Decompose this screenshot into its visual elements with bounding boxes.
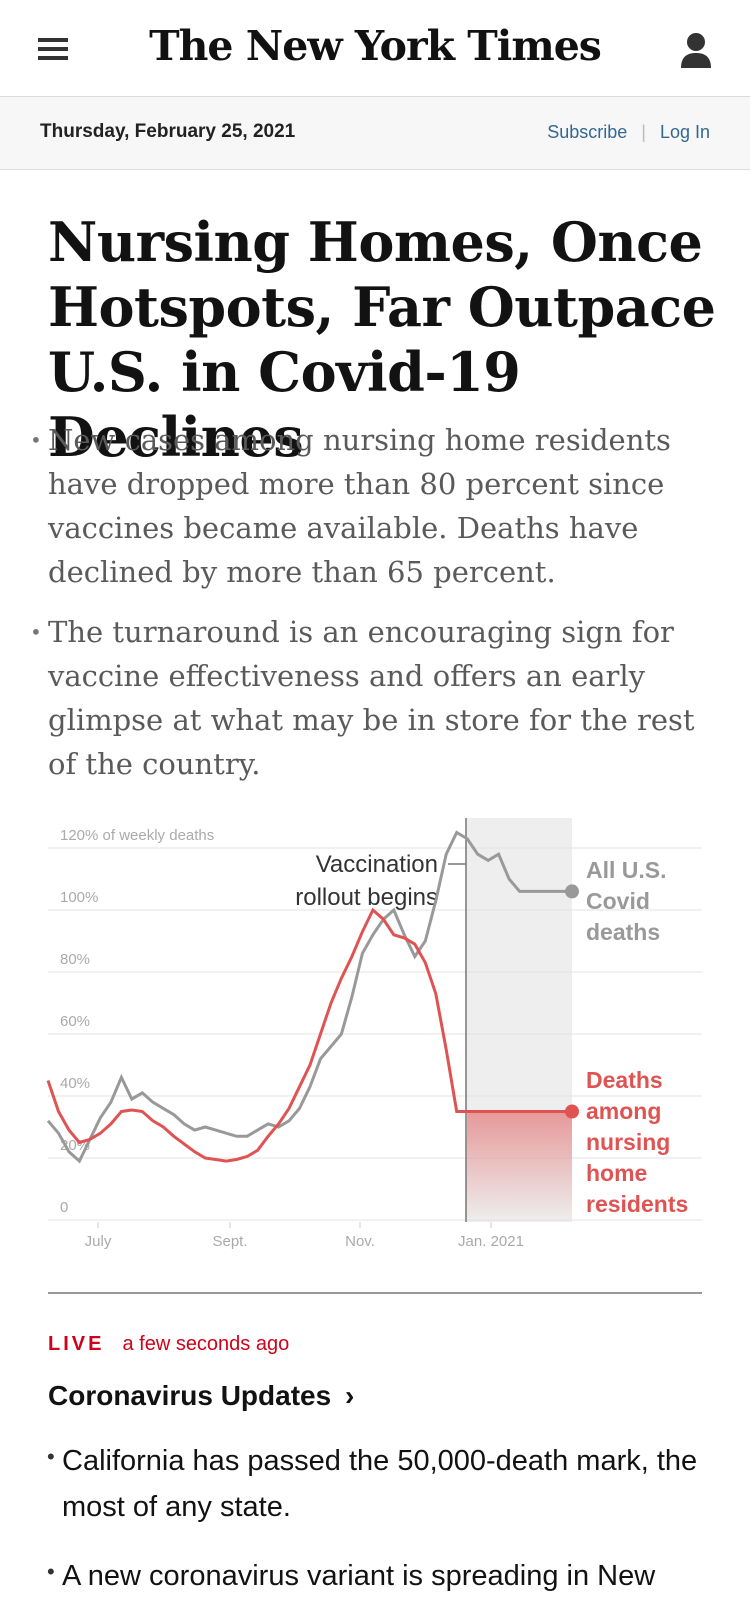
update-text: California has passed the 50,000-death m… xyxy=(62,1445,698,1523)
series-label-line: All U.S. xyxy=(586,857,667,883)
bullet-dot: • xyxy=(47,1444,55,1469)
series-end-dot-all-us xyxy=(565,884,579,899)
date-bar: Thursday, February 25, 2021 Subscribe | Lo… xyxy=(0,97,750,170)
summary-text: New cases among nursing home residents h… xyxy=(48,423,671,589)
series-label-nursing-homes: Deaths among nursing home residents xyxy=(586,1067,688,1217)
series-line-all-us xyxy=(46,830,572,1164)
y-tick-label: 60% xyxy=(60,1013,90,1030)
account-icon[interactable] xyxy=(680,32,712,68)
chevron-right-icon: › xyxy=(344,1380,355,1411)
summary-text: The turnaround is an encouraging sign fo… xyxy=(48,615,695,781)
bullet-dot: • xyxy=(47,1559,55,1584)
y-tick-label: 40% xyxy=(60,1075,90,1092)
update-item-2[interactable]: • A new coronavirus variant is spreading… xyxy=(47,1553,712,1599)
annotation-line-2: rollout begins xyxy=(295,884,438,911)
menu-icon[interactable] xyxy=(38,38,68,60)
article-headline[interactable]: Nursing Homes, Once Hotspots, Far Outpac… xyxy=(48,210,716,469)
series-end-dot-nursing-homes xyxy=(565,1104,579,1119)
bullet-dot: • xyxy=(30,620,42,644)
series-label-line: nursing xyxy=(586,1129,670,1155)
decline-gap-fill xyxy=(466,1111,572,1222)
masthead: The New York Times xyxy=(0,0,750,97)
annotation-line-1: Vaccination xyxy=(316,851,438,878)
series-label-all-us: All U.S. Covid deaths xyxy=(586,857,667,945)
x-tick-label: July xyxy=(85,1233,112,1250)
x-tick-label: Nov. xyxy=(345,1233,375,1250)
bullet-dot: • xyxy=(30,428,42,452)
site-logo[interactable]: The New York Times xyxy=(149,22,602,70)
live-status: LIVE a few seconds ago xyxy=(48,1333,289,1356)
current-date: Thursday, February 25, 2021 xyxy=(40,121,296,142)
section-divider xyxy=(48,1292,702,1294)
updates-title-text: Coronavirus Updates xyxy=(48,1380,332,1411)
live-timestamp: a few seconds ago xyxy=(122,1333,290,1355)
summary-bullet-2: • The turnaround is an encouraging sign … xyxy=(30,610,718,786)
update-item-1[interactable]: • California has passed the 50,000-death… xyxy=(47,1438,712,1530)
y-tick-label: 0 xyxy=(60,1199,68,1216)
series-label-line: Deaths xyxy=(586,1067,663,1093)
series-label-line: among xyxy=(586,1098,661,1124)
login-link[interactable]: Log In xyxy=(659,122,710,142)
update-text: A new coronavirus variant is spreading i… xyxy=(62,1560,656,1592)
y-tick-label: 120% of weekly deaths xyxy=(60,827,214,844)
series-label-line: Covid xyxy=(586,888,650,914)
y-tick-label: 80% xyxy=(60,951,90,968)
summary-bullet-1: • New cases among nursing home residents… xyxy=(30,418,718,594)
y-tick-label: 100% xyxy=(60,889,98,906)
subscribe-link[interactable]: Subscribe xyxy=(547,122,628,142)
series-line-nursing-homes xyxy=(46,907,572,1163)
series-label-line: residents xyxy=(586,1191,688,1217)
x-tick-label: Sept. xyxy=(212,1233,247,1250)
live-badge: LIVE xyxy=(48,1333,105,1355)
series-label-line: deaths xyxy=(586,919,660,945)
account-links: Subscribe | Log In xyxy=(547,122,710,142)
x-tick-label: Jan. 2021 xyxy=(458,1233,524,1250)
series-label-line: home xyxy=(586,1160,647,1186)
coronavirus-updates-link[interactable]: Coronavirus Updates › xyxy=(48,1380,354,1412)
